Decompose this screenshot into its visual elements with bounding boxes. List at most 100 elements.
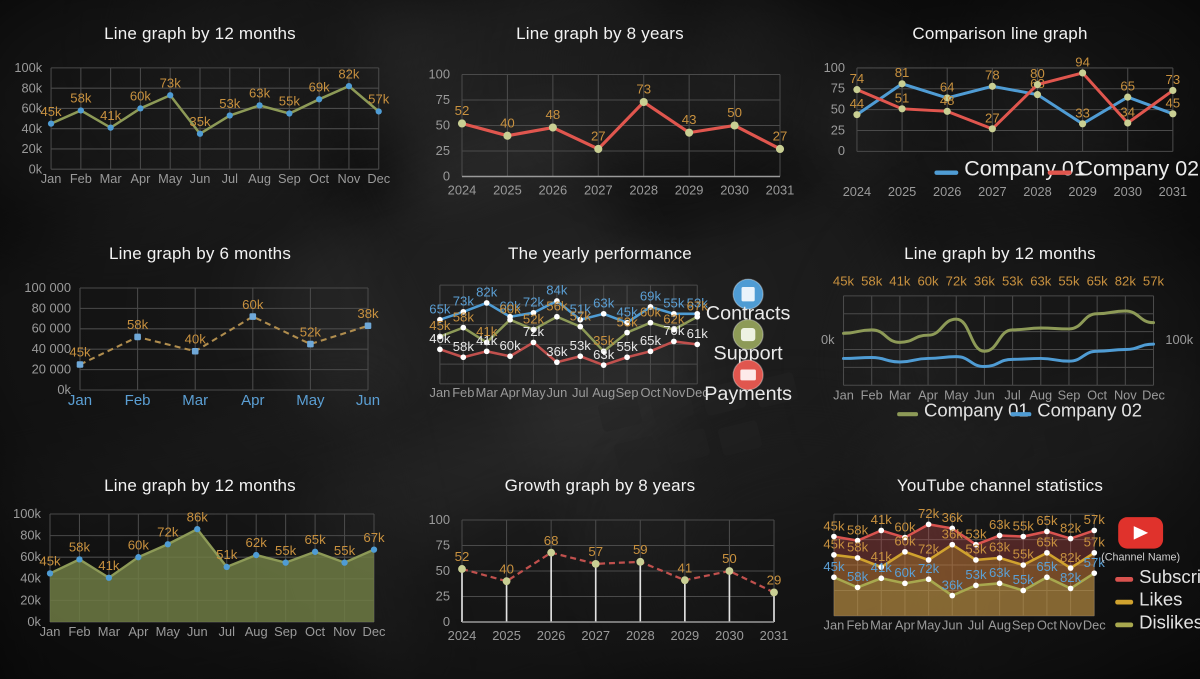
data-point <box>1124 93 1132 101</box>
panel-title: Comparison line graph <box>912 24 1088 43</box>
top-data-label: 41k <box>889 274 911 289</box>
x-axis-tick: Feb <box>70 171 92 186</box>
x-axis-tick: 2029 <box>675 183 704 198</box>
x-axis-tick: 2029 <box>671 628 700 643</box>
data-point <box>460 324 467 331</box>
panel-title: Line graph by 12 months <box>904 244 1096 263</box>
data-label: 62k <box>246 535 268 550</box>
data-label: 58k <box>847 569 869 584</box>
x-axis-tick: 2030 <box>1113 184 1141 199</box>
payments-glyph <box>740 369 756 381</box>
x-axis-tick: Dec <box>367 171 390 186</box>
data-label: 55k <box>279 94 301 109</box>
x-axis-tick: May <box>296 392 325 409</box>
top-data-label: 45k <box>833 274 855 289</box>
support-glyph <box>740 327 756 342</box>
data-label: 59 <box>633 542 648 557</box>
data-point <box>256 102 263 109</box>
data-point <box>554 298 560 304</box>
x-axis-tick: Jun <box>356 392 380 409</box>
data-label: 63k <box>989 565 1011 580</box>
y-axis-tick: 40 000 <box>32 341 71 356</box>
data-label: 55k <box>663 296 685 311</box>
data-label: 72k <box>918 561 940 576</box>
y-axis-tick: 100 000 <box>24 280 71 295</box>
x-axis-tick: 2031 <box>1159 184 1187 199</box>
legend-label: Company 02 <box>1077 157 1199 181</box>
data-point <box>437 333 443 340</box>
y-axis-tick: 100 <box>824 60 845 75</box>
legend-label: Likes <box>1139 589 1182 610</box>
data-label: 78 <box>985 68 1000 83</box>
x-axis-tick: Jul <box>1004 388 1020 403</box>
data-point <box>1124 119 1132 127</box>
data-label: 40 <box>500 115 515 130</box>
data-point <box>854 555 861 561</box>
data-line <box>79 315 369 366</box>
x-axis-tick: Mar <box>100 171 123 186</box>
y-axis-tick: 0k <box>57 382 71 397</box>
data-label: 60k <box>499 338 521 353</box>
data-line <box>461 551 775 594</box>
x-axis-tick: Aug <box>592 385 615 400</box>
y-axis-tick: 25 <box>436 143 450 158</box>
x-axis-tick: 2031 <box>760 628 789 643</box>
data-line <box>842 342 1155 368</box>
chart-p3: 0255075100448164786833654574514827809434… <box>824 54 1199 199</box>
data-point <box>191 347 199 355</box>
data-label: 57 <box>588 544 603 559</box>
x-axis-tick: Aug <box>245 624 268 639</box>
data-label: 53k <box>219 96 241 111</box>
data-point <box>949 592 956 599</box>
data-label: 60k <box>242 297 264 312</box>
data-label: 80 <box>1030 66 1045 81</box>
y-axis-tick: 0 <box>838 143 845 158</box>
data-point <box>311 548 319 555</box>
data-point <box>1033 81 1042 89</box>
data-line <box>439 340 698 367</box>
panel-title: The yearly performance <box>508 244 692 263</box>
data-point <box>600 310 607 317</box>
data-point <box>730 121 739 130</box>
data-label: 50 <box>722 551 737 566</box>
legend-swatch <box>1115 599 1134 605</box>
panel-line-12-months-top: Line graph by 12 months 0k 20k 40k 60k 80k 10… <box>0 0 400 226</box>
data-point <box>364 322 372 330</box>
data-point <box>949 541 956 548</box>
data-point <box>594 144 603 154</box>
data-point <box>77 107 84 114</box>
chart-p6: 45k 58k 41k 60k 72k 36k 53k 63k 55k 65k 82k 57k 0k 10… <box>821 274 1194 421</box>
legend-label: Company 01 <box>964 157 1086 181</box>
data-point <box>949 525 956 532</box>
y-axis-tick: 100k <box>14 60 42 75</box>
channel-name-label: (Channel Name) <box>1101 552 1180 564</box>
x-axis-tick: May <box>521 385 546 400</box>
data-label: 60k <box>499 301 521 316</box>
x-axis-tick: 2027 <box>978 184 1006 199</box>
data-point <box>530 339 537 346</box>
data-point <box>460 308 467 315</box>
legend-label: Dislikes <box>1139 611 1200 632</box>
data-label: 41k <box>871 549 893 564</box>
data-label: 36k <box>942 577 964 592</box>
x-axis-tick: Feb <box>125 392 151 409</box>
data-point <box>1067 585 1074 592</box>
y-axis-tick: 20k <box>21 141 42 156</box>
data-point <box>996 532 1003 539</box>
x-axis-tick: 2030 <box>715 628 744 643</box>
data-label: 41k <box>476 324 498 339</box>
data-point <box>457 119 467 128</box>
data-label: 60k <box>894 519 916 534</box>
y-axis-tick: 75 <box>436 537 450 552</box>
data-label: 45k <box>39 554 61 569</box>
data-label: 82k <box>1060 520 1082 535</box>
data-label: 45k <box>823 537 845 552</box>
data-label: 29 <box>767 573 782 588</box>
data-label: 45k <box>823 518 845 533</box>
icon-ring <box>732 278 764 310</box>
y-axis-tick: 0k <box>27 614 41 629</box>
y-axis-tick: 60k <box>20 549 41 564</box>
y-axis-tick: 50 <box>831 102 845 117</box>
y-axis-tick: 100 <box>428 512 450 527</box>
